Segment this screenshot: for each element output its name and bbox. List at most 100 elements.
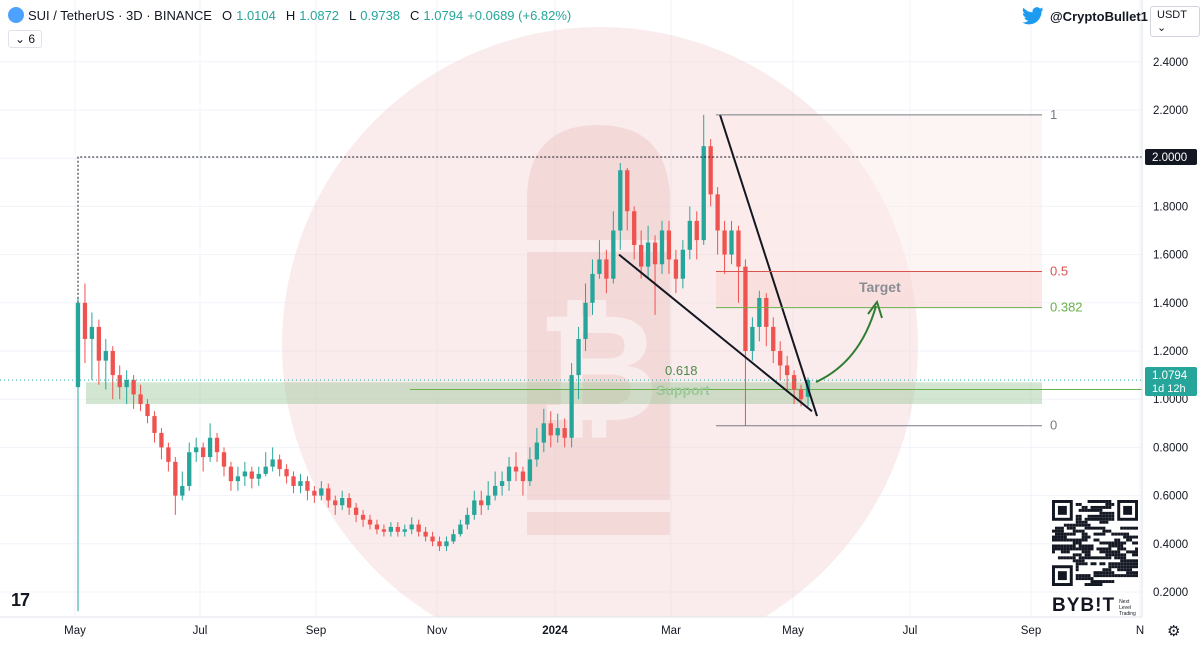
qr-module	[1054, 544, 1058, 548]
candle	[736, 225, 741, 303]
candle-body	[284, 469, 289, 477]
qr-module	[1060, 526, 1064, 530]
candle	[722, 220, 727, 274]
qr-module	[1129, 571, 1133, 575]
candle-body	[590, 273, 595, 303]
qr-module	[1075, 541, 1079, 545]
gear-icon[interactable]: ⚙	[1167, 623, 1181, 640]
symbol-title[interactable]: SUI / TetherUS · 3D · BINANCE	[28, 7, 212, 23]
tradingview-logo-icon[interactable]: 17	[11, 590, 30, 610]
qr-module	[1078, 514, 1082, 518]
qr-module	[1108, 505, 1112, 509]
qr-module	[1087, 526, 1091, 530]
candle-body	[791, 375, 797, 390]
candle-body	[228, 466, 234, 482]
qr-module	[1132, 550, 1136, 554]
qr-module	[1111, 580, 1115, 584]
candle-body	[715, 194, 720, 231]
qr-module	[1075, 577, 1079, 581]
qr-module	[1105, 574, 1109, 578]
qr-module	[1090, 526, 1094, 530]
candle	[228, 461, 234, 491]
candle	[499, 471, 505, 496]
qr-module	[1069, 526, 1073, 530]
open-value: 1.0104	[236, 7, 276, 23]
candle-body	[750, 326, 755, 351]
qr-module	[1102, 580, 1106, 584]
qr-module	[1052, 535, 1055, 539]
qr-module	[1084, 526, 1088, 530]
qr-module	[1090, 544, 1094, 548]
candle-body	[242, 471, 248, 477]
qr-module	[1090, 583, 1094, 586]
candle-body	[138, 394, 143, 405]
qr-module	[1111, 574, 1115, 578]
candle-body	[534, 442, 540, 460]
qr-module	[1120, 541, 1124, 545]
qr-module	[1052, 544, 1055, 548]
qr-module	[1126, 532, 1130, 536]
candle-body	[625, 170, 630, 212]
qr-module	[1084, 577, 1088, 581]
qr-module	[1105, 571, 1109, 575]
candle-body	[430, 536, 435, 542]
qr-module	[1120, 532, 1124, 536]
qr-module	[1132, 559, 1136, 563]
candle	[548, 411, 553, 448]
candle	[270, 447, 275, 472]
candle-body	[270, 459, 275, 467]
qr-module	[1087, 514, 1091, 518]
qr-module	[1135, 571, 1138, 575]
time-tick: May	[64, 625, 86, 637]
qr-module	[1123, 532, 1127, 536]
candle	[520, 466, 526, 496]
qr-module	[1075, 529, 1079, 533]
indicator-toggle[interactable]: ⌄ 6	[8, 30, 43, 48]
qr-module	[1084, 583, 1088, 586]
bybit-badge: BYB!T Next Level Trading	[1052, 500, 1142, 617]
candle	[298, 473, 303, 494]
qr-module	[1087, 535, 1091, 539]
candle-body	[319, 488, 324, 496]
qr-module	[1135, 559, 1138, 563]
qr-module	[1063, 556, 1067, 560]
qr-module	[1084, 553, 1088, 557]
qr-module	[1060, 556, 1064, 560]
qr-module	[1102, 505, 1106, 509]
last-price-badge	[1145, 367, 1197, 396]
qr-module	[1099, 505, 1103, 509]
qr-module	[1105, 556, 1109, 560]
qr-module	[1135, 562, 1138, 566]
candle	[652, 235, 658, 315]
candle	[367, 514, 373, 530]
high-value: 1.0872	[299, 7, 340, 23]
candle-body	[555, 428, 560, 436]
qr-module	[1075, 523, 1079, 527]
candle-body	[757, 297, 762, 327]
candle-body	[423, 531, 428, 537]
candle	[625, 167, 630, 231]
low-value: 0.9738	[360, 7, 401, 23]
candle	[89, 312, 95, 380]
candle-body	[402, 529, 407, 532]
qr-module	[1081, 505, 1085, 509]
qr-module	[1108, 500, 1112, 503]
qr-module	[1084, 550, 1088, 554]
qr-module	[1081, 538, 1085, 542]
qr-module	[1093, 574, 1097, 578]
candle-body	[180, 485, 185, 496]
candle-body	[152, 416, 157, 433]
qr-module	[1105, 517, 1109, 521]
time-tick: Jul	[903, 625, 918, 637]
qr-module	[1090, 577, 1094, 581]
qr-module	[1129, 550, 1133, 554]
qr-module	[1084, 574, 1088, 578]
qr-module	[1075, 565, 1079, 569]
qr-module	[1111, 550, 1115, 554]
qr-module	[1132, 565, 1136, 569]
currency-selector[interactable]: USDT ⌄	[1150, 6, 1200, 37]
candle-body	[263, 466, 268, 474]
qr-module	[1090, 514, 1094, 518]
qr-module	[1060, 547, 1064, 551]
